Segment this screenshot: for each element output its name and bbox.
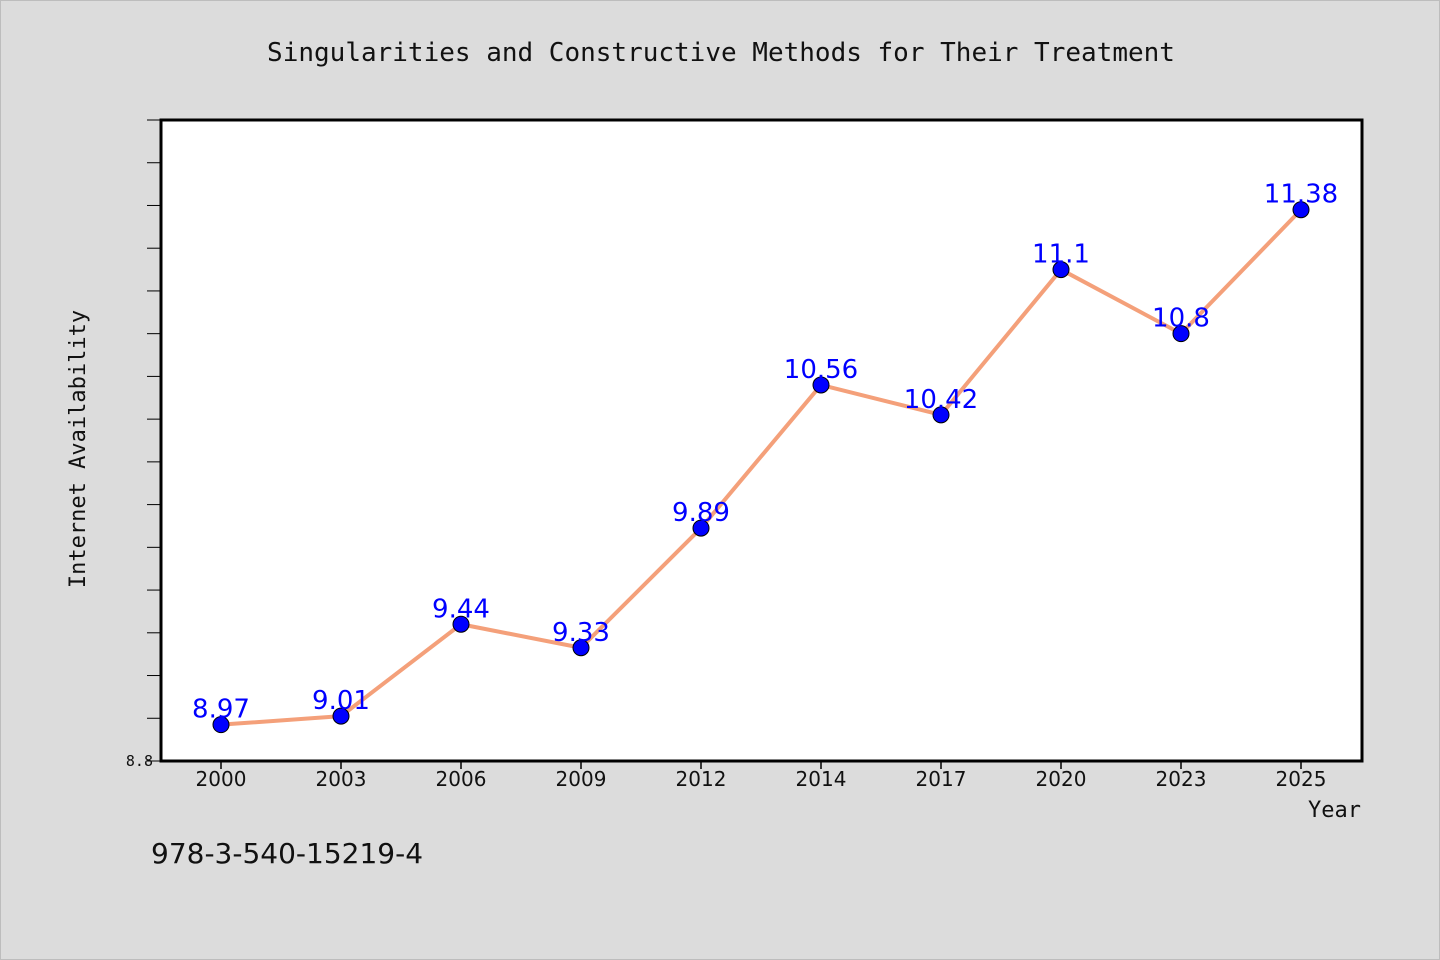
data-label: 11.38 [1264, 180, 1338, 210]
x-axis-ticks: 2000 2003 2006 2009 2012 2014 2017 2020 2023 2025 [196, 761, 1327, 791]
x-tick-label: 2006 [436, 767, 487, 791]
data-label: 10.56 [784, 355, 858, 385]
x-tick-label: 2017 [916, 767, 967, 791]
x-tick-label: 2023 [1156, 767, 1207, 791]
x-tick-label: 2014 [796, 767, 847, 791]
data-label: 9.01 [312, 686, 370, 716]
data-point [1172, 325, 1190, 343]
plot-background [161, 120, 1362, 761]
plot-frame [159, 118, 1364, 763]
data-point [692, 519, 710, 537]
data-label: 9.44 [432, 594, 490, 624]
chart-title: Singularities and Constructive Methods f… [267, 38, 1175, 68]
data-point [932, 406, 950, 424]
data-point [572, 639, 590, 657]
x-tick-label: 2000 [196, 767, 247, 791]
data-label: 10.42 [904, 385, 978, 415]
data-label: 11.1 [1032, 240, 1090, 270]
data-point [212, 716, 230, 734]
series-line [220, 208, 1303, 727]
data-point [1292, 201, 1310, 219]
isbn-text: 978-3-540-15219-4 [151, 837, 423, 870]
x-axis-label: Year [1308, 798, 1361, 823]
data-label: 8.97 [192, 695, 250, 725]
data-label: 9.89 [672, 498, 730, 528]
y-axis-label: Internet Availability [66, 310, 91, 588]
x-tick-label: 2020 [1036, 767, 1087, 791]
x-tick-label: 2003 [316, 767, 367, 791]
data-label: 9.33 [552, 618, 610, 648]
series-markers [212, 201, 1310, 734]
x-tick-label: 2009 [556, 767, 607, 791]
data-point [332, 707, 350, 725]
data-label: 10.8 [1152, 304, 1210, 334]
x-tick-label: 2012 [676, 767, 727, 791]
data-point [812, 376, 830, 394]
data-point [1052, 261, 1070, 279]
data-point [452, 615, 470, 633]
data-labels: 8.97 9.01 9.44 9.33 9.89 10.56 10.42 11.1 10.8 11… [192, 180, 1338, 725]
y-tick-label: 8.8 [126, 752, 153, 770]
x-tick-label: 2025 [1276, 767, 1327, 791]
y-axis-ticks: 8.8 [126, 119, 161, 770]
